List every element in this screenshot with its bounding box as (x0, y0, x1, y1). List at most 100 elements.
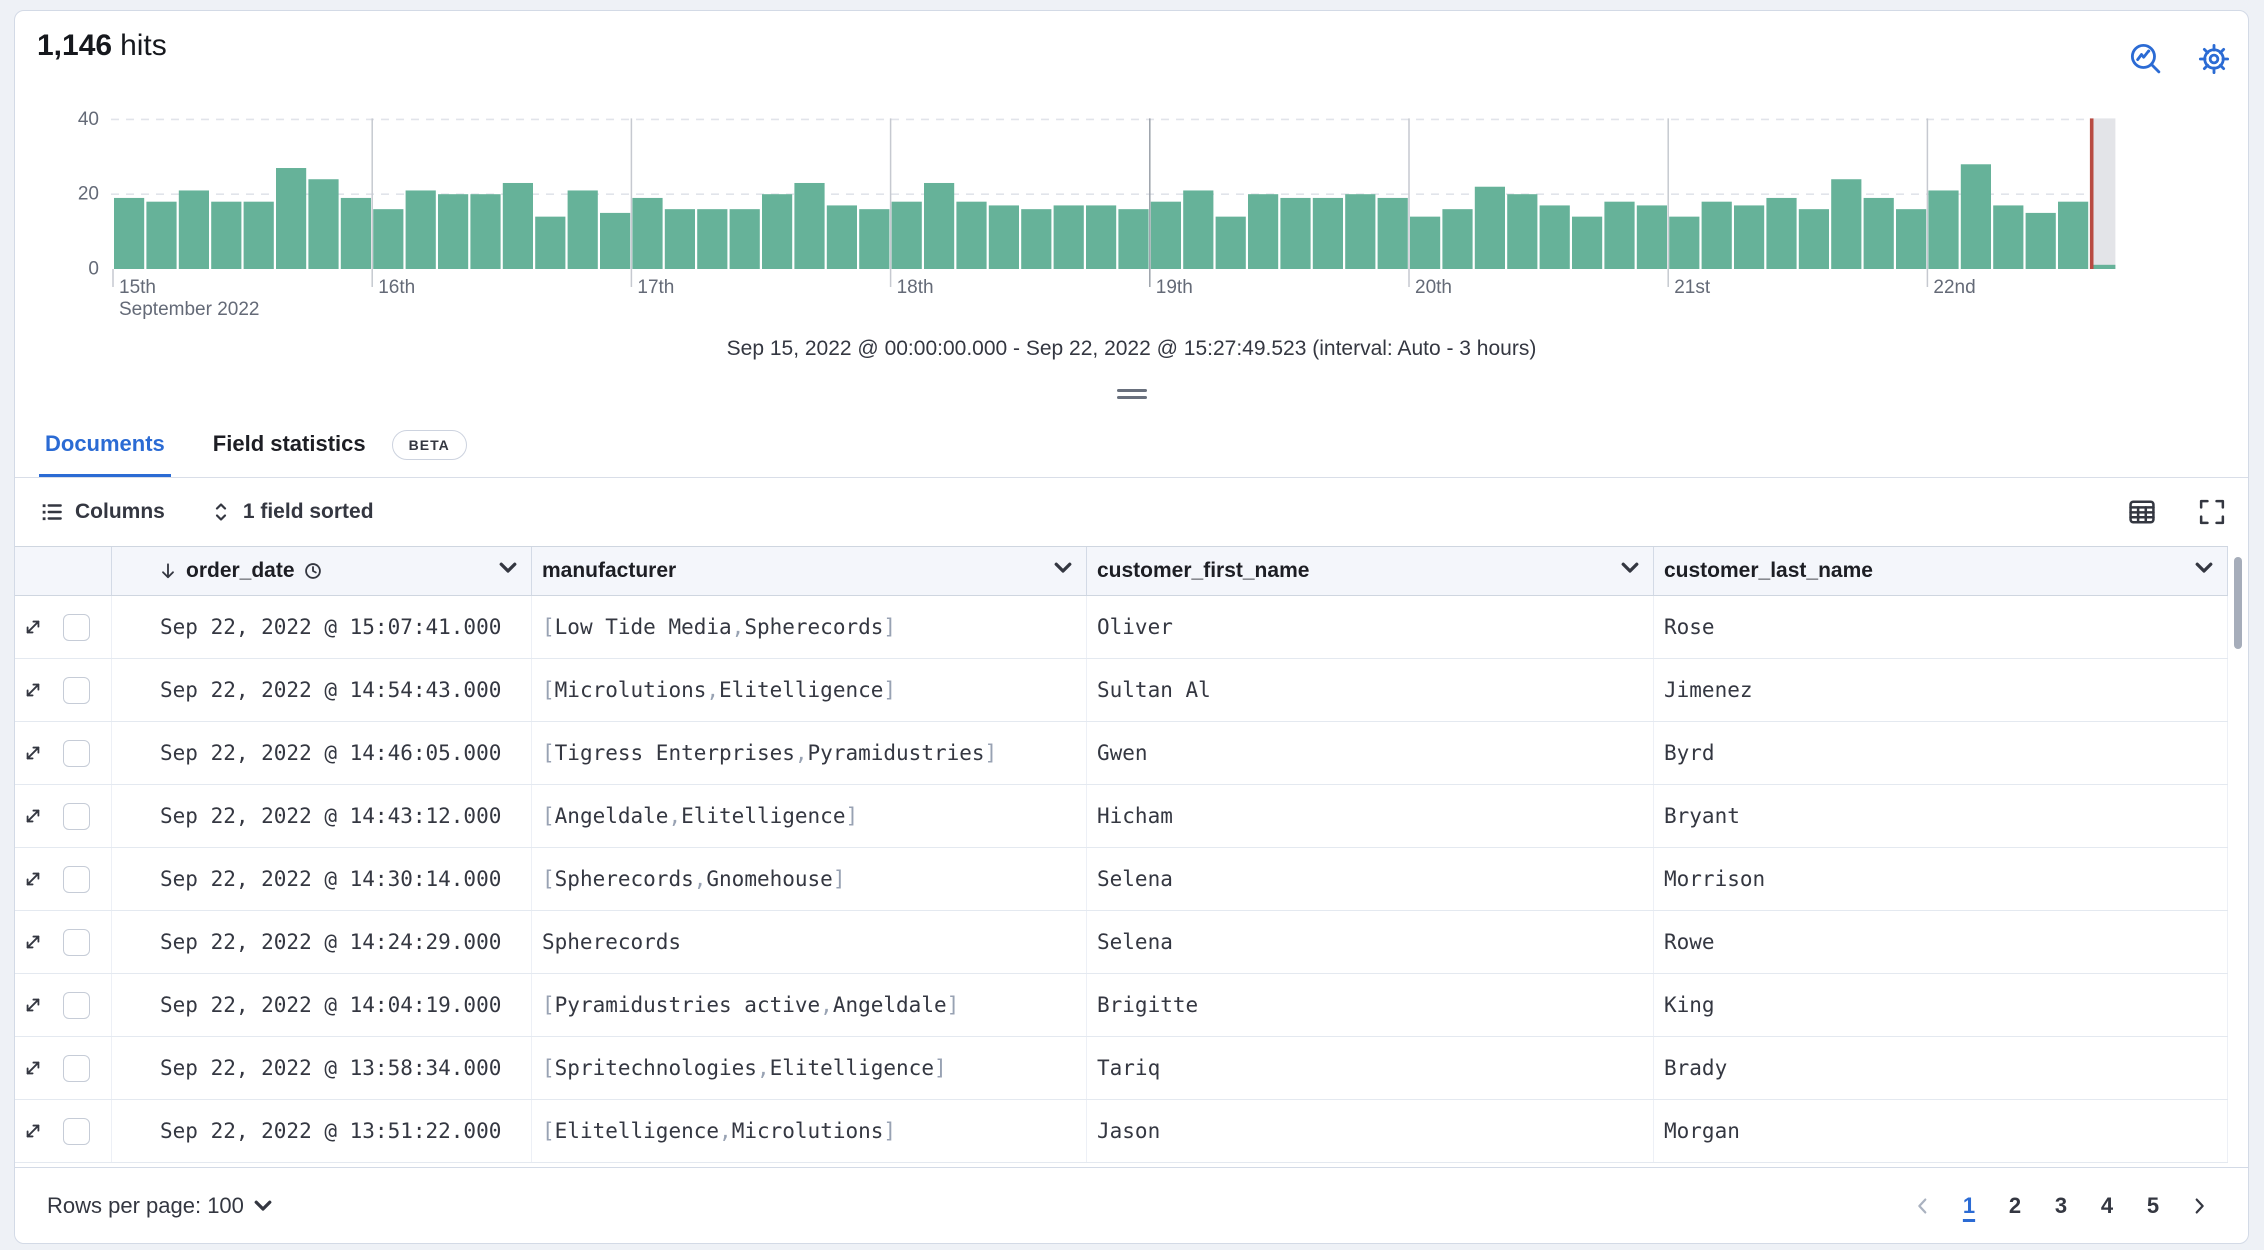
expand-row-button[interactable] (23, 680, 43, 700)
histogram-bar[interactable] (1734, 205, 1765, 269)
column-header-customer-first-name[interactable]: customer_first_name (1087, 547, 1654, 595)
histogram-bar[interactable] (1636, 205, 1667, 269)
histogram-bar[interactable] (340, 197, 371, 269)
previous-page-button[interactable] (1900, 1183, 1946, 1229)
cell-customer-first-name[interactable]: Hicham (1087, 785, 1654, 847)
expand-row-button[interactable] (23, 1121, 43, 1141)
chart-options-button[interactable] (2196, 41, 2232, 77)
page-button-2[interactable]: 2 (1992, 1183, 2038, 1229)
histogram-bar[interactable] (211, 201, 242, 269)
hits-histogram[interactable]: 15th 16th 17th 18th 19th 20th 21st 22nd Septembe… (15, 11, 2248, 326)
columns-button[interactable]: Columns (39, 499, 165, 525)
chart-resize-handle[interactable] (1116, 385, 1147, 403)
cell-order-date[interactable]: Sep 22, 2022 @ 13:58:34.000 (112, 1037, 532, 1099)
select-row-checkbox[interactable] (63, 1117, 90, 1145)
cell-manufacturer[interactable]: [Low Tide Media, Spherecords] (532, 596, 1087, 658)
histogram-bar[interactable] (146, 201, 177, 269)
cell-customer-last-name[interactable]: King (1654, 974, 2228, 1036)
histogram-bar[interactable] (1798, 209, 1829, 269)
select-row-checkbox[interactable] (63, 676, 90, 704)
histogram-bar[interactable] (826, 205, 857, 269)
tab-documents[interactable]: Documents (39, 413, 171, 477)
vertical-scrollbar-thumb[interactable] (2234, 557, 2242, 649)
histogram-bar[interactable] (308, 179, 339, 269)
histogram-bar[interactable] (600, 212, 631, 269)
histogram-bar[interactable] (1442, 209, 1473, 269)
cell-manufacturer[interactable]: [Spritechnologies, Elitelligence] (532, 1037, 1087, 1099)
column-header-customer-last-name[interactable]: customer_last_name (1654, 547, 2228, 595)
histogram-bar[interactable] (1863, 197, 1894, 269)
select-row-checkbox[interactable] (63, 802, 90, 830)
histogram-bar[interactable] (988, 205, 1019, 269)
cell-customer-last-name[interactable]: Morrison (1654, 848, 2228, 910)
select-row-checkbox[interactable] (63, 865, 90, 893)
cell-customer-first-name[interactable]: Selena (1087, 911, 1654, 973)
histogram-bar[interactable] (114, 197, 145, 269)
cell-customer-last-name[interactable]: Rose (1654, 596, 2228, 658)
select-row-checkbox[interactable] (63, 739, 90, 767)
column-header-manufacturer[interactable]: manufacturer (532, 547, 1087, 595)
cell-customer-first-name[interactable]: Sultan Al (1087, 659, 1654, 721)
cell-manufacturer[interactable]: [Tigress Enterprises, Pyramidustries] (532, 722, 1087, 784)
histogram-bar[interactable] (762, 194, 793, 269)
select-row-checkbox[interactable] (63, 613, 90, 641)
histogram-bar[interactable] (535, 216, 566, 269)
expand-row-button[interactable] (23, 806, 43, 826)
histogram-bar[interactable] (1021, 209, 1052, 269)
expand-row-button[interactable] (23, 995, 43, 1015)
histogram-bar[interactable] (567, 190, 598, 269)
histogram-bar[interactable] (1539, 205, 1570, 269)
histogram-bar[interactable] (470, 194, 501, 269)
column-header-order-date[interactable]: order_date (112, 547, 532, 595)
histogram-bar[interactable] (502, 182, 533, 269)
histogram-bar[interactable] (1215, 216, 1246, 269)
histogram-bar[interactable] (243, 201, 274, 269)
page-button-1[interactable]: 1 (1946, 1183, 1992, 1229)
cell-order-date[interactable]: Sep 22, 2022 @ 14:54:43.000 (112, 659, 532, 721)
cell-customer-first-name[interactable]: Oliver (1087, 596, 1654, 658)
cell-customer-last-name[interactable]: Brady (1654, 1037, 2228, 1099)
histogram-bar[interactable] (1507, 194, 1538, 269)
histogram-bar[interactable] (1377, 197, 1408, 269)
tab-field-statistics[interactable]: Field statistics (212, 430, 366, 456)
histogram-bar[interactable] (924, 182, 955, 269)
cell-order-date[interactable]: Sep 22, 2022 @ 13:51:22.000 (112, 1100, 532, 1162)
histogram-bar[interactable] (178, 190, 209, 269)
histogram-bar[interactable] (1280, 197, 1311, 269)
histogram-bar[interactable] (373, 209, 404, 269)
expand-row-button[interactable] (23, 932, 43, 952)
histogram-bar[interactable] (729, 209, 760, 269)
cell-order-date[interactable]: Sep 22, 2022 @ 14:04:19.000 (112, 974, 532, 1036)
display-options-button[interactable] (2124, 494, 2160, 530)
histogram-bar[interactable] (1345, 194, 1376, 269)
cell-manufacturer[interactable]: [Pyramidustries active, Angeldale] (532, 974, 1087, 1036)
select-row-checkbox[interactable] (63, 1054, 90, 1082)
histogram-bar[interactable] (2025, 212, 2056, 269)
histogram-bar[interactable] (1993, 205, 2024, 269)
cell-customer-first-name[interactable]: Brigitte (1087, 974, 1654, 1036)
histogram-bar[interactable] (794, 182, 825, 269)
histogram-bar[interactable] (891, 201, 922, 269)
cell-customer-last-name[interactable]: Byrd (1654, 722, 2228, 784)
expand-row-button[interactable] (23, 1058, 43, 1078)
inspect-chart-button[interactable] (2128, 41, 2164, 77)
page-button-4[interactable]: 4 (2084, 1183, 2130, 1229)
histogram-bar[interactable] (1474, 186, 1505, 269)
page-button-5[interactable]: 5 (2130, 1183, 2176, 1229)
cell-order-date[interactable]: Sep 22, 2022 @ 14:43:12.000 (112, 785, 532, 847)
histogram-bar[interactable] (1086, 205, 1117, 269)
cell-customer-first-name[interactable]: Selena (1087, 848, 1654, 910)
histogram-bar[interactable] (1572, 216, 1603, 269)
partial-bucket-bar[interactable] (2093, 264, 2116, 269)
histogram-bar[interactable] (405, 190, 436, 269)
cell-customer-last-name[interactable]: Rowe (1654, 911, 2228, 973)
histogram-bar[interactable] (632, 197, 663, 269)
histogram-bar[interactable] (1053, 205, 1084, 269)
histogram-bar[interactable] (1183, 190, 1214, 269)
histogram-bar[interactable] (1248, 194, 1279, 269)
rows-per-page-button[interactable]: Rows per page: 100 (41, 1192, 278, 1220)
cell-order-date[interactable]: Sep 22, 2022 @ 14:30:14.000 (112, 848, 532, 910)
cell-order-date[interactable]: Sep 22, 2022 @ 14:24:29.000 (112, 911, 532, 973)
expand-row-button[interactable] (23, 869, 43, 889)
cell-manufacturer[interactable]: [Microlutions, Elitelligence] (532, 659, 1087, 721)
